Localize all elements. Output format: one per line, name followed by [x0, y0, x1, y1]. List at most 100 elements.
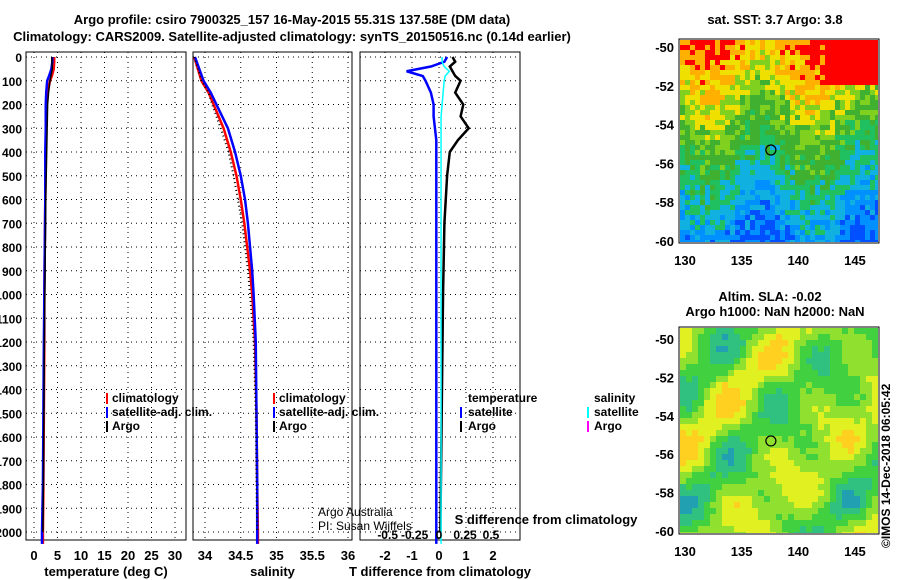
heatmap-cell: [785, 220, 790, 225]
heatmap-cell: [770, 225, 775, 230]
heatmap-cell: [722, 382, 728, 388]
heatmap-cell: [815, 180, 820, 185]
heatmap-cell: [875, 190, 880, 195]
heatmap-cell: [855, 140, 860, 145]
heatmap-cell: [825, 50, 830, 55]
heatmap-cell: [805, 80, 810, 85]
depth-tick-label: 800: [2, 241, 22, 255]
heatmap-cell: [782, 436, 788, 442]
heatmap-cell: [740, 220, 745, 225]
heatmap-cell: [755, 190, 760, 195]
heatmap-cell: [850, 65, 855, 70]
heatmap-cell: [775, 150, 780, 155]
heatmap-cell: [845, 130, 850, 135]
heatmap-cell: [835, 175, 840, 180]
heatmap-cell: [760, 85, 765, 90]
heatmap-cell: [836, 496, 842, 502]
heatmap-cell: [770, 388, 776, 394]
heatmap-cell: [824, 520, 830, 526]
heatmap-cell: [812, 442, 818, 448]
heatmap-cell: [872, 466, 878, 472]
heatmap-cell: [758, 484, 764, 490]
heatmap-cell: [775, 45, 780, 50]
heatmap-cell: [824, 508, 830, 514]
heatmap-cell: [695, 220, 700, 225]
heatmap-cell: [818, 340, 824, 346]
heatmap-cell: [705, 120, 710, 125]
heatmap-cell: [746, 400, 752, 406]
heatmap-cell: [770, 358, 776, 364]
heatmap-cell: [818, 472, 824, 478]
heatmap-cell: [698, 364, 704, 370]
heatmap-cell: [866, 502, 872, 508]
heatmap-cell: [716, 508, 722, 514]
heatmap-cell: [790, 170, 795, 175]
heatmap-cell: [845, 205, 850, 210]
heatmap-cell: [800, 382, 806, 388]
heatmap-cell: [860, 424, 866, 430]
heatmap-cell: [685, 70, 690, 75]
heatmap-cell: [680, 346, 686, 352]
heatmap-cell: [840, 95, 845, 100]
heatmap-cell: [770, 85, 775, 90]
heatmap-cell: [746, 454, 752, 460]
heatmap-cell: [775, 120, 780, 125]
heatmap-cell: [810, 110, 815, 115]
heatmap-cell: [686, 352, 692, 358]
heatmap-cell: [775, 200, 780, 205]
heatmap-cell: [758, 370, 764, 376]
heatmap-cell: [810, 190, 815, 195]
heatmap-cell: [815, 155, 820, 160]
heatmap-cell: [720, 75, 725, 80]
heatmap-cell: [825, 100, 830, 105]
heatmap-cell: [716, 376, 722, 382]
heatmap-cell: [782, 478, 788, 484]
heatmap-cell: [836, 388, 842, 394]
heatmap-cell: [824, 424, 830, 430]
heatmap-cell: [790, 185, 795, 190]
heatmap-cell: [752, 376, 758, 382]
heatmap-cell: [860, 220, 865, 225]
heatmap-cell: [695, 90, 700, 95]
heatmap-cell: [704, 460, 710, 466]
heatmap-cell: [815, 40, 820, 45]
heatmap-cell: [705, 200, 710, 205]
heatmap-cell: [800, 430, 806, 436]
heatmap-cell: [872, 514, 878, 520]
heatmap-cell: [805, 85, 810, 90]
heatmap-cell: [716, 370, 722, 376]
heatmap-cell: [872, 436, 878, 442]
heatmap-cell: [830, 364, 836, 370]
heatmap-cell: [850, 200, 855, 205]
heatmap-cell: [730, 60, 735, 65]
heatmap-cell: [695, 55, 700, 60]
heatmap-cell: [775, 100, 780, 105]
heatmap-cell: [836, 460, 842, 466]
heatmap-cell: [840, 90, 845, 95]
heatmap-cell: [865, 135, 870, 140]
heatmap-cell: [710, 388, 716, 394]
heatmap-cell: [840, 190, 845, 195]
heatmap-cell: [794, 352, 800, 358]
heatmap-cell: [865, 50, 870, 55]
heatmap-cell: [860, 394, 866, 400]
heatmap-cell: [755, 140, 760, 145]
heatmap-cell: [855, 135, 860, 140]
heatmap-cell: [760, 215, 765, 220]
heatmap-cell: [740, 430, 746, 436]
heatmap-cell: [870, 155, 875, 160]
heatmap-cell: [685, 50, 690, 55]
heatmap-cell: [740, 490, 746, 496]
sla-map-ytick-label: -50: [655, 332, 674, 347]
heatmap-cell: [690, 185, 695, 190]
heatmap-cell: [734, 412, 740, 418]
heatmap-cell: [812, 514, 818, 520]
heatmap-cell: [755, 50, 760, 55]
heatmap-cell: [710, 160, 715, 165]
heatmap-cell: [710, 90, 715, 95]
heatmap-cell: [680, 215, 685, 220]
heatmap-cell: [760, 150, 765, 155]
heatmap-cell: [820, 115, 825, 120]
heatmap-cell: [685, 155, 690, 160]
heatmap-cell: [740, 195, 745, 200]
